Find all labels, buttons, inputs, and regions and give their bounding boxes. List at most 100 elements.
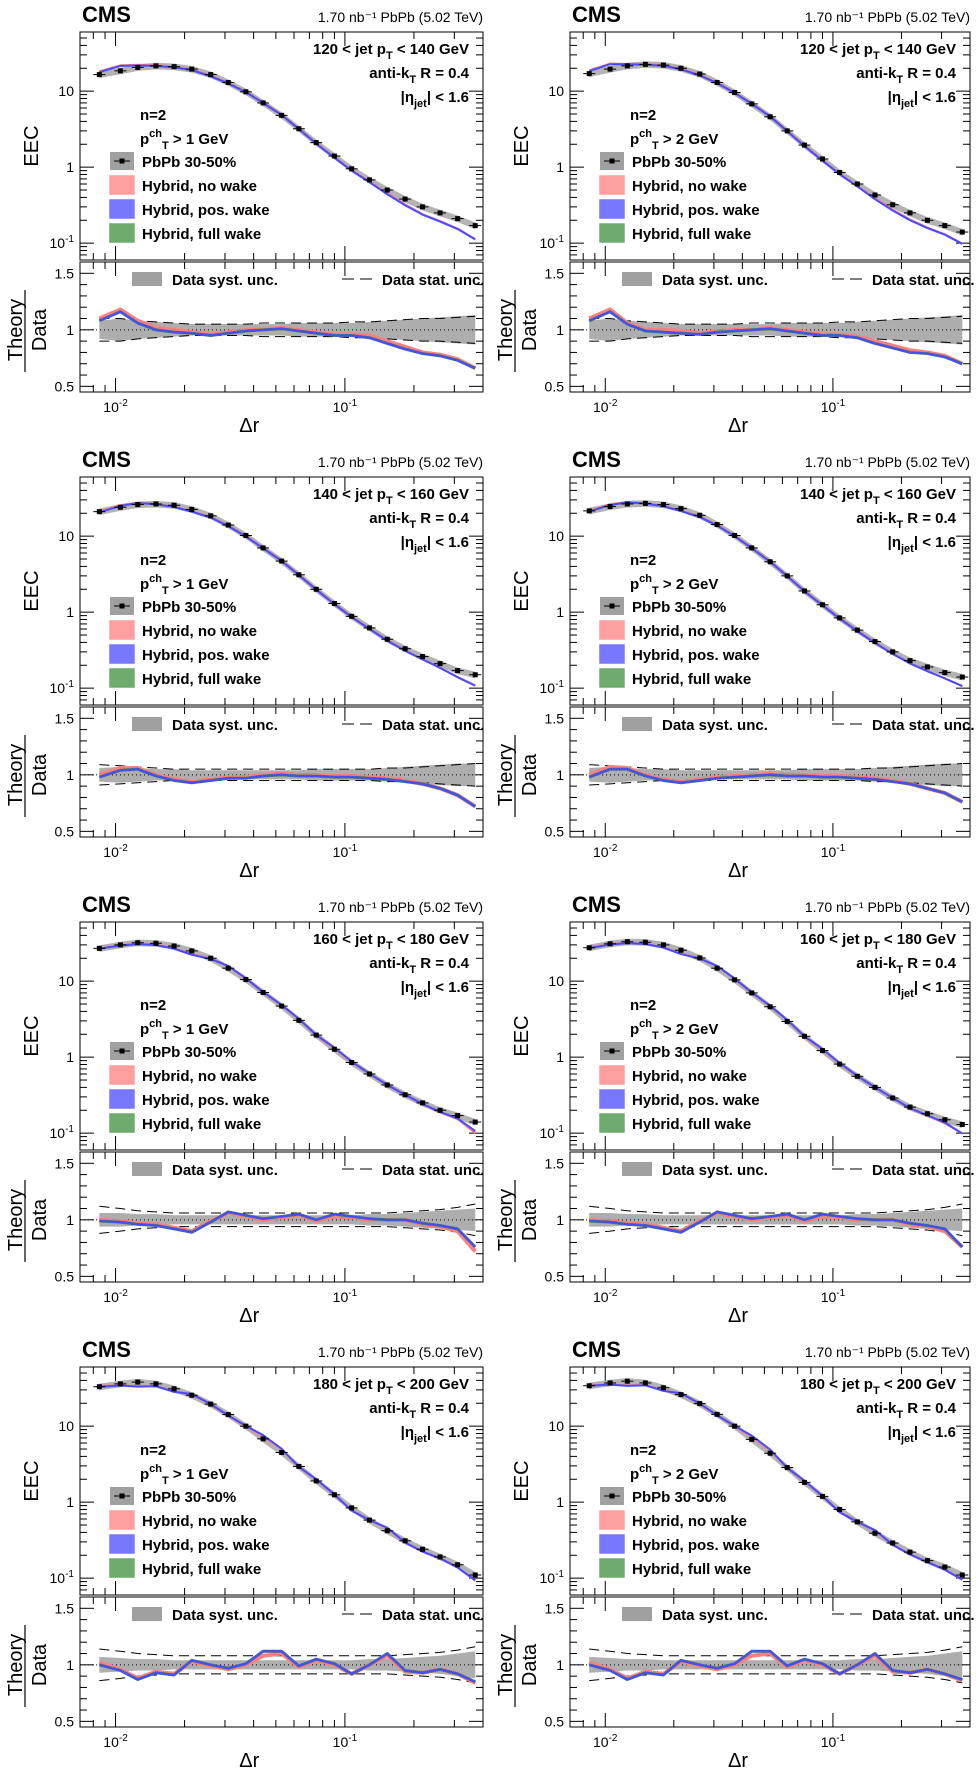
- legend-full-wake-swatch: [109, 668, 135, 688]
- data-point: [208, 72, 214, 78]
- upper-ylabel: EEC: [21, 570, 43, 611]
- legend-no-wake-swatch: [599, 620, 625, 640]
- legend-pos-wake-swatch: [599, 1089, 625, 1109]
- data-point: [384, 1528, 390, 1534]
- legend-pos-wake-label: Hybrid, pos. wake: [142, 647, 270, 664]
- data-point: [767, 1450, 773, 1456]
- cms-label: CMS: [572, 892, 621, 917]
- y-tick-label: 1: [66, 1049, 74, 1065]
- y-tick-label: 1: [556, 604, 564, 620]
- lumi-label: 1.70 nb⁻¹ PbPb (5.02 TeV): [318, 454, 483, 470]
- legend-full-wake-swatch: [109, 223, 135, 243]
- legend-pos-wake-swatch: [599, 1534, 625, 1554]
- data-point: [313, 1032, 319, 1038]
- ratio-tick-label: 0.5: [55, 1268, 75, 1284]
- stat-unc-line: [99, 779, 476, 787]
- data-point: [420, 1100, 426, 1106]
- data-point: [784, 1465, 790, 1471]
- legend-full-wake-label: Hybrid, full wake: [142, 1561, 261, 1578]
- data-point: [243, 977, 249, 983]
- x-tick-label: 10-2: [103, 843, 128, 860]
- data-point: [890, 202, 896, 208]
- data-point: [732, 977, 738, 983]
- jet-pt-label: 140 < jet pT < 160 GeV: [800, 486, 956, 507]
- y-tick-label: 10-1: [540, 679, 565, 696]
- lumi-label: 1.70 nb⁻¹ PbPb (5.02 TeV): [805, 9, 970, 25]
- data-point: [959, 674, 965, 680]
- ratio-tick-label: 1: [556, 767, 564, 783]
- data-point: [153, 501, 159, 507]
- stat-unc-line: [99, 763, 476, 770]
- ratio-frame: [79, 1596, 484, 1728]
- data-point: [872, 639, 878, 645]
- data-point: [907, 1549, 913, 1555]
- data-point: [296, 572, 302, 578]
- upper-frame: [569, 1366, 971, 1596]
- data-point: [924, 664, 930, 670]
- jet-pt-label: 160 < jet pT < 180 GeV: [800, 931, 956, 952]
- n-label: n=2: [140, 997, 166, 1014]
- legend-no-wake-swatch: [599, 1065, 625, 1085]
- data-point: [801, 1479, 807, 1485]
- data-point: [642, 939, 648, 945]
- data-point: [784, 573, 790, 579]
- data-point: [837, 1061, 843, 1067]
- data-point: [942, 223, 948, 229]
- upper-frame: [79, 31, 484, 261]
- data-point: [349, 1505, 355, 1511]
- data-point: [714, 522, 720, 528]
- stat-unc-line: [99, 334, 476, 344]
- data-syst-band: [99, 500, 476, 679]
- data-point: [153, 63, 159, 69]
- data-point: [243, 532, 249, 538]
- ratio-tick-label: 1: [556, 1212, 564, 1228]
- data-point: [607, 504, 613, 510]
- legend-data-marker: [119, 603, 125, 609]
- data-point: [820, 1493, 826, 1499]
- jet-algo-label: anti-kT R = 0.4: [856, 65, 956, 86]
- ratio-syst-band: [589, 1208, 963, 1232]
- data-point: [171, 64, 177, 70]
- legend-pos-wake-swatch: [599, 199, 625, 219]
- ratio-pos-wake: [588, 768, 963, 803]
- data-point: [732, 1423, 738, 1429]
- lumi-label: 1.70 nb⁻¹ PbPb (5.02 TeV): [318, 1344, 483, 1360]
- pos-wake-curve: [589, 1383, 963, 1581]
- data-point: [472, 672, 478, 678]
- data-point: [624, 63, 630, 69]
- x-axis-label: Δr: [239, 860, 259, 882]
- data-point: [135, 502, 141, 508]
- y-tick-label: 10-1: [50, 1569, 75, 1586]
- y-tick-label: 10: [58, 528, 74, 544]
- y-tick-label: 10: [58, 973, 74, 989]
- y-tick-label: 1: [66, 604, 74, 620]
- data-point: [384, 636, 390, 642]
- legend-data-label: PbPb 30-50%: [632, 599, 726, 616]
- panel-3: CMS 1.70 nb⁻¹ PbPb (5.02 TeV) 10-1 1 10 10-2 1…: [5, 447, 485, 882]
- ratio-tick-label: 1.5: [55, 1155, 75, 1171]
- stat-unc-line: [589, 1203, 963, 1214]
- data-point: [260, 545, 266, 551]
- pos-wake-curve: [99, 943, 476, 1132]
- data-syst-band: [589, 61, 963, 236]
- data-point: [586, 945, 592, 951]
- ratio-ylabel-num: Theory: [495, 1189, 517, 1251]
- panel-5: CMS 1.70 nb⁻¹ PbPb (5.02 TeV) 10-1 1 10 10-2 1…: [5, 892, 485, 1327]
- data-point: [678, 1392, 684, 1398]
- legend-data-label: PbPb 30-50%: [142, 599, 236, 616]
- pos-wake-curve: [588, 63, 963, 245]
- data-point: [586, 71, 592, 77]
- legend-pos-wake-label: Hybrid, pos. wake: [632, 1092, 760, 1109]
- legend-data-label: PbPb 30-50%: [632, 1489, 726, 1506]
- data-point: [959, 1121, 965, 1127]
- ratio-ylabel-den: Data: [519, 308, 541, 351]
- ratio-tick-label: 1.5: [55, 1600, 75, 1616]
- lumi-label: 1.70 nb⁻¹ PbPb (5.02 TeV): [318, 899, 483, 915]
- data-point: [642, 500, 648, 506]
- legend-full-wake-label: Hybrid, full wake: [142, 671, 261, 688]
- data-point: [854, 181, 860, 187]
- data-point: [366, 1517, 372, 1523]
- x-tick-label: 10-2: [103, 398, 128, 415]
- x-tick-label: 10-2: [593, 398, 618, 415]
- ratio-ylabel-num: Theory: [495, 744, 517, 806]
